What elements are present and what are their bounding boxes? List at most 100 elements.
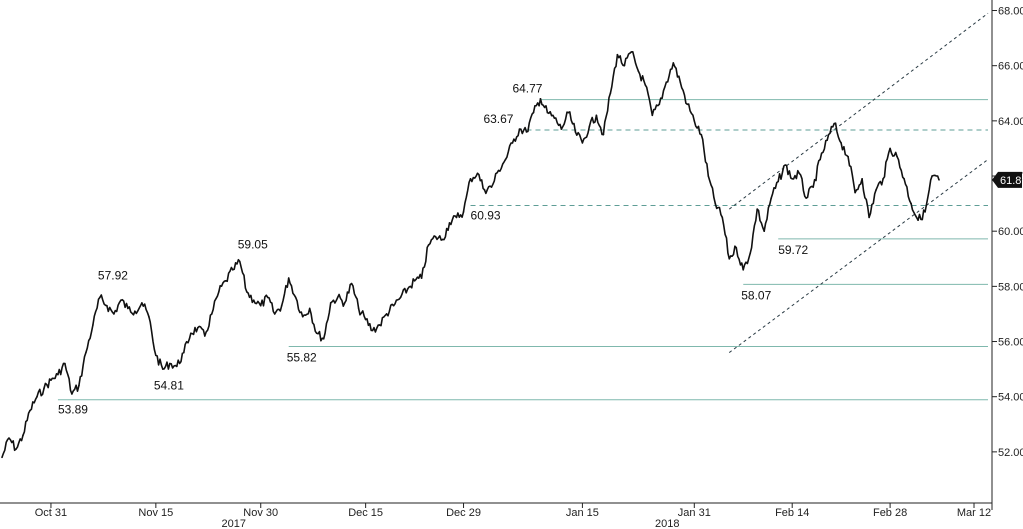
price-point bbox=[85, 351, 87, 354]
price-point bbox=[162, 368, 164, 370]
price-point bbox=[190, 332, 192, 335]
price-point bbox=[770, 197, 773, 199]
price-point bbox=[693, 120, 696, 122]
price-point bbox=[169, 362, 171, 365]
price-point bbox=[336, 296, 339, 299]
price-point bbox=[826, 139, 828, 141]
last-value-marker: 61.86 bbox=[992, 171, 1023, 188]
price-point bbox=[616, 53, 619, 56]
price-point bbox=[679, 81, 682, 84]
level-label: 55.82 bbox=[287, 350, 317, 364]
price-point bbox=[714, 202, 717, 205]
price-point bbox=[183, 351, 185, 354]
price-point bbox=[658, 103, 661, 106]
price-point bbox=[812, 186, 814, 188]
price-point bbox=[476, 172, 479, 175]
price-point bbox=[238, 260, 241, 263]
price-point bbox=[420, 277, 423, 279]
price-point bbox=[483, 189, 486, 191]
price-point bbox=[78, 384, 80, 387]
x-tick-label: Feb 14 bbox=[775, 507, 809, 519]
price-point bbox=[57, 373, 59, 376]
y-tick-label: 68.00 bbox=[998, 6, 1023, 18]
price-point bbox=[497, 169, 500, 172]
price-point bbox=[455, 216, 458, 219]
price-point bbox=[546, 111, 549, 114]
price-point bbox=[413, 280, 416, 282]
price-point bbox=[875, 189, 877, 191]
horizontal-levels bbox=[57, 99, 988, 401]
price-point bbox=[623, 64, 626, 67]
price-point bbox=[903, 177, 905, 180]
price-point bbox=[819, 158, 821, 161]
price-point bbox=[735, 246, 738, 249]
price-point bbox=[71, 393, 73, 395]
y-tick-label: 58.00 bbox=[998, 281, 1023, 293]
x-tick-label: Jan 31 bbox=[678, 507, 711, 519]
y-tick-label: 52.00 bbox=[998, 447, 1023, 459]
level-label: 59.05 bbox=[238, 237, 268, 251]
price-point bbox=[301, 315, 304, 318]
price-point bbox=[532, 111, 535, 114]
price-point bbox=[637, 70, 640, 73]
price-point bbox=[868, 216, 870, 219]
price-point bbox=[259, 304, 262, 307]
price-point bbox=[938, 179, 940, 181]
price-point bbox=[553, 117, 556, 119]
price-point bbox=[176, 365, 178, 368]
y-tick-label: 56.00 bbox=[998, 337, 1023, 349]
channel-line-2 bbox=[728, 12, 989, 210]
price-point bbox=[357, 307, 360, 310]
price-point bbox=[252, 299, 255, 301]
price-point bbox=[350, 282, 353, 285]
price-point bbox=[728, 257, 731, 260]
price-point bbox=[427, 244, 430, 246]
price-point bbox=[441, 238, 444, 241]
price-point bbox=[784, 164, 787, 166]
price-point bbox=[29, 409, 31, 412]
y-tick-label: 64.00 bbox=[998, 116, 1023, 128]
price-point bbox=[197, 326, 199, 329]
price-point bbox=[462, 211, 465, 213]
price-series bbox=[1, 51, 940, 459]
price-point bbox=[644, 84, 647, 86]
x-tick-label: Nov 30 bbox=[243, 507, 278, 519]
price-point bbox=[15, 448, 17, 450]
x-year-label: 2018 bbox=[655, 518, 679, 529]
level-label: 54.81 bbox=[154, 378, 184, 392]
price-point bbox=[371, 329, 374, 332]
y-tick-label: 54.00 bbox=[998, 392, 1023, 404]
price-point bbox=[609, 92, 612, 95]
level-label: 58.07 bbox=[741, 288, 771, 302]
price-point bbox=[602, 133, 605, 136]
level-label: 63.67 bbox=[483, 112, 513, 126]
level-annotations: 53.89 54.81 55.82 57.92 58.07 59.05 59.72 60.93… bbox=[58, 82, 809, 417]
price-point bbox=[833, 122, 835, 125]
price-point bbox=[231, 269, 234, 271]
price-point bbox=[539, 97, 542, 100]
price-point bbox=[322, 337, 325, 340]
price-point bbox=[595, 114, 598, 117]
level-label: 57.92 bbox=[98, 269, 128, 283]
x-tick-label: Dec 29 bbox=[446, 507, 481, 519]
price-point bbox=[245, 291, 248, 293]
price-point bbox=[343, 302, 346, 304]
price-point bbox=[224, 280, 227, 282]
price-point bbox=[113, 313, 115, 315]
price-point bbox=[924, 211, 926, 213]
price-point bbox=[854, 191, 856, 194]
price-point bbox=[141, 302, 143, 304]
price-point bbox=[378, 324, 381, 326]
price-point bbox=[931, 175, 933, 177]
price-point bbox=[763, 230, 766, 232]
price-point bbox=[36, 395, 38, 398]
price-point bbox=[266, 296, 269, 299]
price-point bbox=[280, 304, 283, 307]
price-point bbox=[148, 315, 150, 318]
x-tick-label: Mar 12 bbox=[957, 507, 991, 519]
level-label: 59.72 bbox=[778, 243, 808, 257]
price-point bbox=[630, 51, 633, 53]
price-point bbox=[22, 434, 24, 437]
price-point bbox=[567, 111, 570, 114]
